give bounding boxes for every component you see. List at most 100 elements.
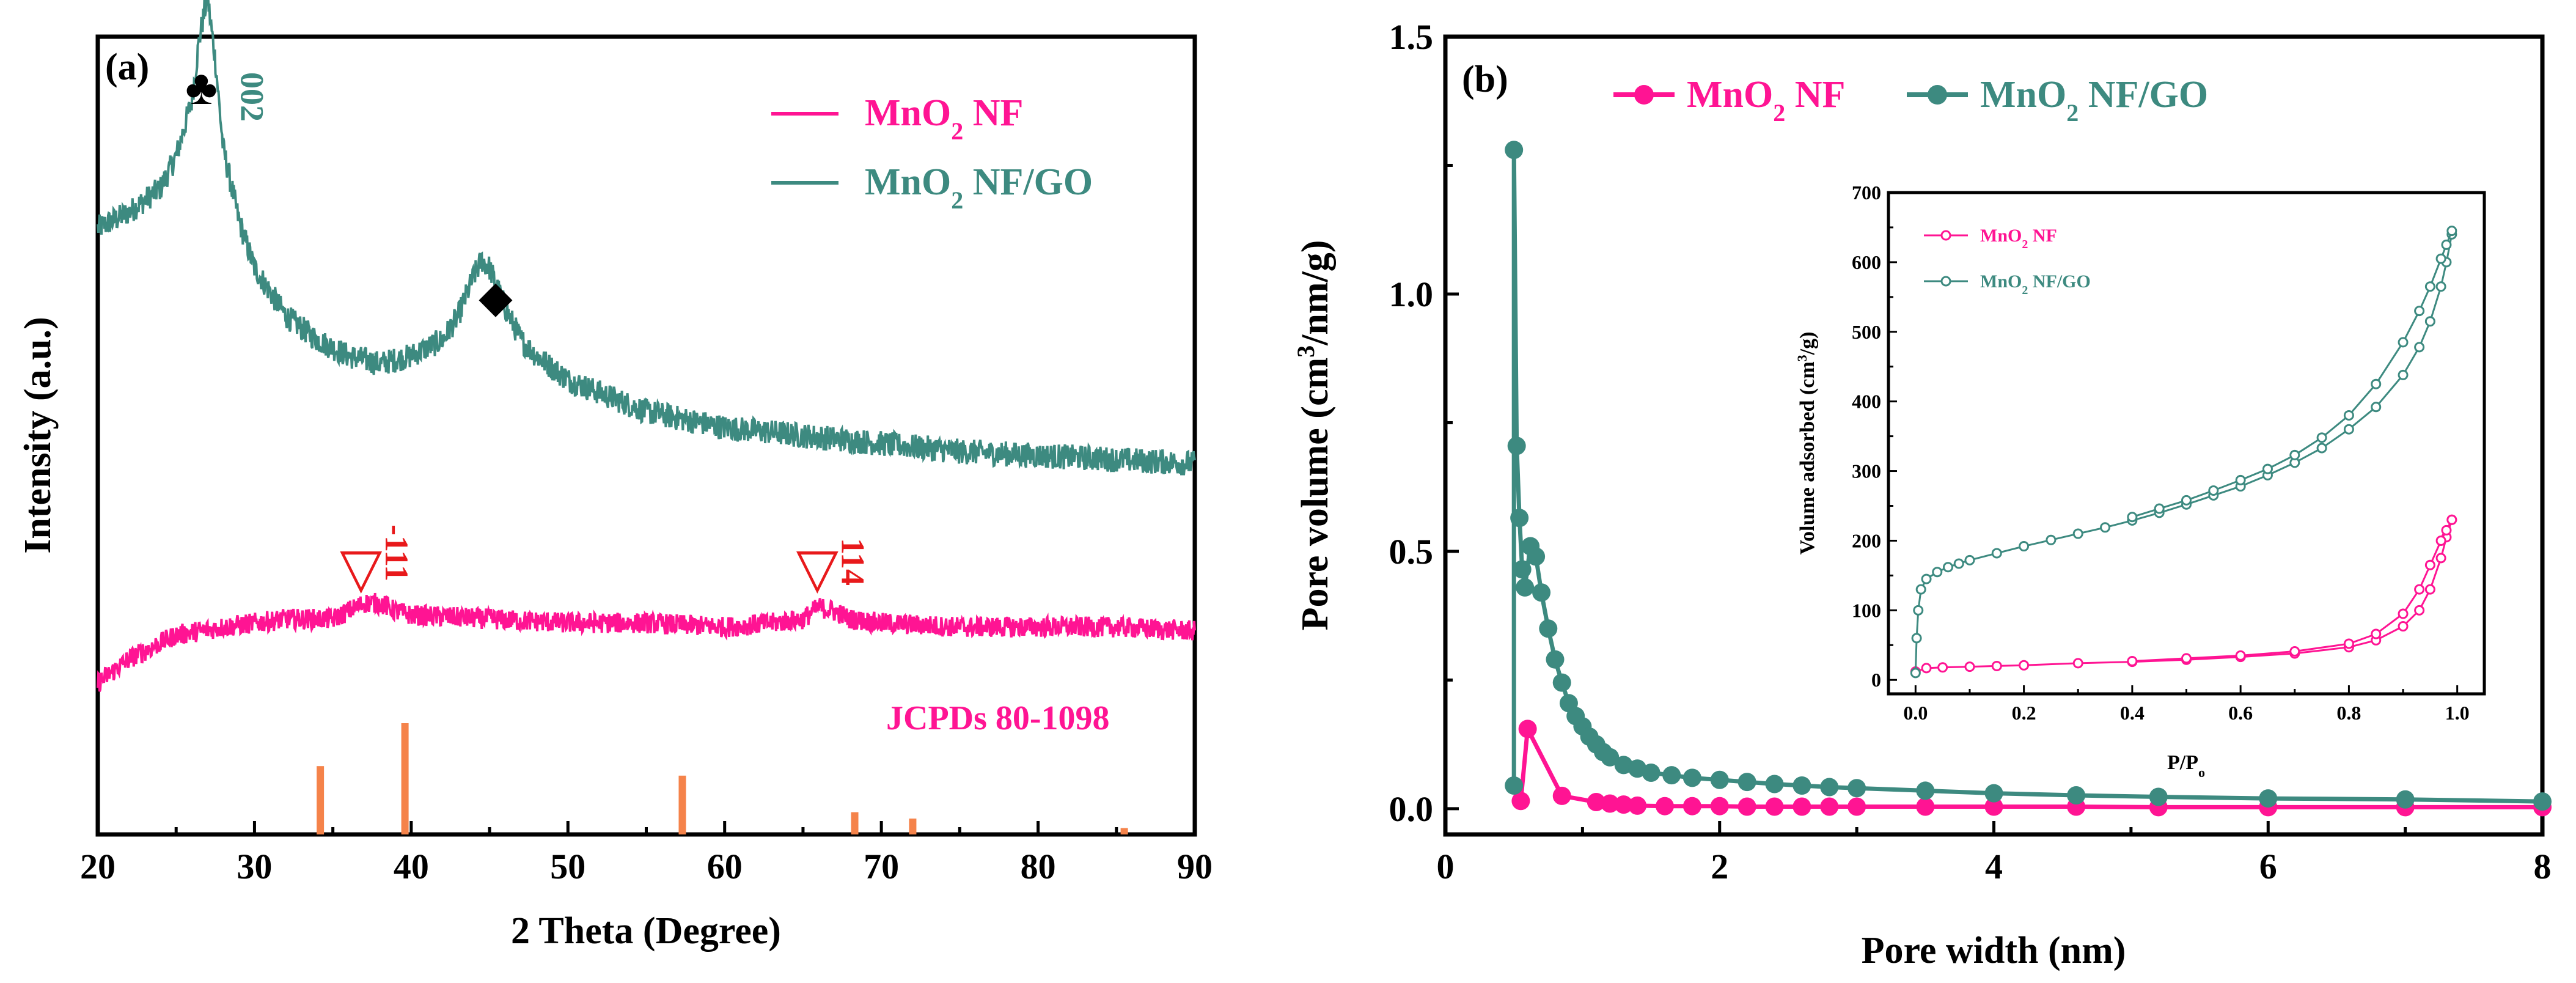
data-point bbox=[1518, 720, 1537, 738]
inset-data-point bbox=[2046, 534, 2057, 545]
inset-frame bbox=[1887, 191, 2486, 696]
inset-y-tick-label: 300 bbox=[1852, 460, 1881, 482]
inset-data-point bbox=[2371, 402, 2382, 413]
inset-data-point bbox=[2435, 553, 2446, 564]
inset-x-tick-label: 0.4 bbox=[2120, 702, 2145, 724]
panel-a-x-ticks: 20 30 40 50 60 70 80 90 bbox=[80, 821, 1213, 886]
panel-a: 20 30 40 50 60 70 80 90 ♣ 002◆▽-111 ▽114 (a) JCPD… bbox=[17, 0, 1213, 952]
legend-label: MnO2 NF/GO bbox=[865, 161, 1093, 214]
legend-label: MnO2 NF bbox=[865, 92, 1023, 145]
panel-a-label: (a) bbox=[105, 46, 149, 88]
data-point bbox=[1601, 748, 1620, 767]
x-tick-label: 2 bbox=[1711, 847, 1728, 886]
data-point bbox=[1820, 778, 1839, 797]
xrd-patterns bbox=[97, 0, 1196, 692]
peak-label--111: -111 bbox=[378, 525, 415, 581]
data-point bbox=[1527, 547, 1546, 566]
inset-data-point bbox=[2371, 378, 2382, 389]
inset-x-tick-label: 0.8 bbox=[2336, 702, 2361, 724]
triangle-symbol: ▽ bbox=[796, 539, 838, 599]
inset-data-point bbox=[2398, 369, 2409, 380]
data-point bbox=[1505, 141, 1524, 160]
inset-legend: MnO2 NF MnO2 NF/GO bbox=[1924, 226, 2091, 297]
inset-y-tick-label: 500 bbox=[1852, 321, 1881, 343]
inset-data-point bbox=[2154, 503, 2165, 514]
series-line-mno2-nf bbox=[97, 592, 1196, 692]
panel-a-y-label: Intensity (a.u.) bbox=[17, 317, 59, 554]
inset-data-point bbox=[2235, 650, 2246, 661]
data-point bbox=[1511, 792, 1530, 811]
inset-data-point bbox=[2127, 655, 2138, 666]
inset-data-point bbox=[2414, 342, 2425, 353]
inset-x-tick-label: 0.0 bbox=[1903, 702, 1928, 724]
inset-data-point bbox=[1937, 662, 1948, 673]
inset-ticks: 0.0 0.2 0.4 0.6 0.8 1.0 0 100 200 300 400 500 600 700 bbox=[1852, 182, 2470, 724]
data-point bbox=[1848, 797, 1866, 816]
data-point bbox=[1848, 779, 1866, 798]
data-point bbox=[2396, 790, 2415, 809]
y-tick-label: 1.5 bbox=[1389, 17, 1434, 57]
y-tick-label: 1.0 bbox=[1389, 274, 1434, 314]
inset-isotherm: 0.0 0.2 0.4 0.6 0.8 1.0 0 100 200 300 400 500 600 700… bbox=[1794, 182, 2486, 780]
data-point bbox=[1793, 797, 1811, 816]
inset-data-point bbox=[2343, 638, 2354, 649]
inset-data-point bbox=[1932, 567, 1943, 578]
x-tick-label: 6 bbox=[2259, 847, 2277, 886]
inset-data-point bbox=[2316, 443, 2327, 454]
inset-data-point bbox=[1921, 573, 1932, 584]
inset-y-tick-label: 100 bbox=[1852, 599, 1881, 621]
data-point bbox=[2067, 786, 2086, 805]
inset-data-point bbox=[2414, 584, 2425, 595]
inset-data-point bbox=[2398, 337, 2409, 348]
inset-y-tick-label: 700 bbox=[1852, 182, 1881, 204]
inset-legend-label: MnO2 NF/GO bbox=[1980, 271, 2091, 297]
inset-data-point bbox=[1991, 660, 2002, 671]
data-point bbox=[1765, 797, 1784, 816]
x-tick-label: 4 bbox=[1985, 847, 2003, 886]
inset-data-point bbox=[2424, 584, 2435, 595]
inset-data-point bbox=[2343, 410, 2354, 421]
data-point bbox=[2259, 789, 2278, 808]
inset-data-point bbox=[1913, 605, 1924, 616]
panel-a-legend: MnO2 NF MnO2 NF/GO bbox=[771, 92, 1093, 214]
reference-label: JCPDs 80-1098 bbox=[886, 699, 1110, 737]
inset-data-point bbox=[2181, 495, 2192, 506]
panel-b-x-label: Pore width (nm) bbox=[1862, 930, 2126, 971]
peak-label-002: 002 bbox=[234, 72, 271, 122]
inset-data-point bbox=[2289, 449, 2300, 460]
inset-data-point bbox=[2435, 253, 2446, 264]
inset-data-point bbox=[2371, 628, 2382, 639]
inset-x-tick-label: 1.0 bbox=[2445, 702, 2470, 724]
data-point bbox=[1539, 619, 1558, 638]
x-tick-label: 30 bbox=[237, 847, 272, 886]
legend-marker bbox=[1634, 85, 1654, 105]
data-point bbox=[1510, 509, 1529, 528]
y-tick-label: 0.0 bbox=[1389, 789, 1434, 829]
inset-data-point bbox=[2181, 653, 2192, 664]
peak-annotations: ♣ 002◆▽-111 ▽114 bbox=[185, 61, 871, 599]
panel-b: 0 2 4 6 80.00.51.01.5 (b) MnO2 NF MnO2 NF/GO … bbox=[1292, 17, 2552, 971]
inset-y-tick-label: 600 bbox=[1852, 251, 1881, 273]
data-point bbox=[1710, 797, 1729, 815]
inset-data-point bbox=[2019, 541, 2030, 552]
inset-data-point bbox=[1964, 554, 1975, 565]
data-point bbox=[2149, 787, 2168, 806]
x-tick-label: 60 bbox=[707, 847, 743, 886]
data-point bbox=[1507, 436, 1526, 455]
data-point bbox=[1587, 792, 1605, 811]
legend-label: MnO2 NF/GO bbox=[1980, 74, 2208, 127]
inset-data-point bbox=[2398, 621, 2409, 632]
reference-pattern bbox=[317, 723, 1128, 834]
data-point bbox=[1642, 763, 1660, 782]
inset-data-point bbox=[2446, 226, 2457, 237]
data-point bbox=[1614, 756, 1633, 775]
inset-data-point bbox=[2414, 605, 2425, 616]
diamond-symbol: ◆ bbox=[479, 273, 513, 322]
data-point bbox=[1614, 795, 1633, 814]
inset-data-point bbox=[2019, 660, 2030, 671]
x-tick-label: 90 bbox=[1177, 847, 1213, 886]
inset-data-point bbox=[2289, 646, 2300, 657]
inset-data-point bbox=[2127, 512, 2138, 523]
data-point bbox=[1984, 784, 2003, 803]
inset-data-point bbox=[2208, 485, 2219, 496]
